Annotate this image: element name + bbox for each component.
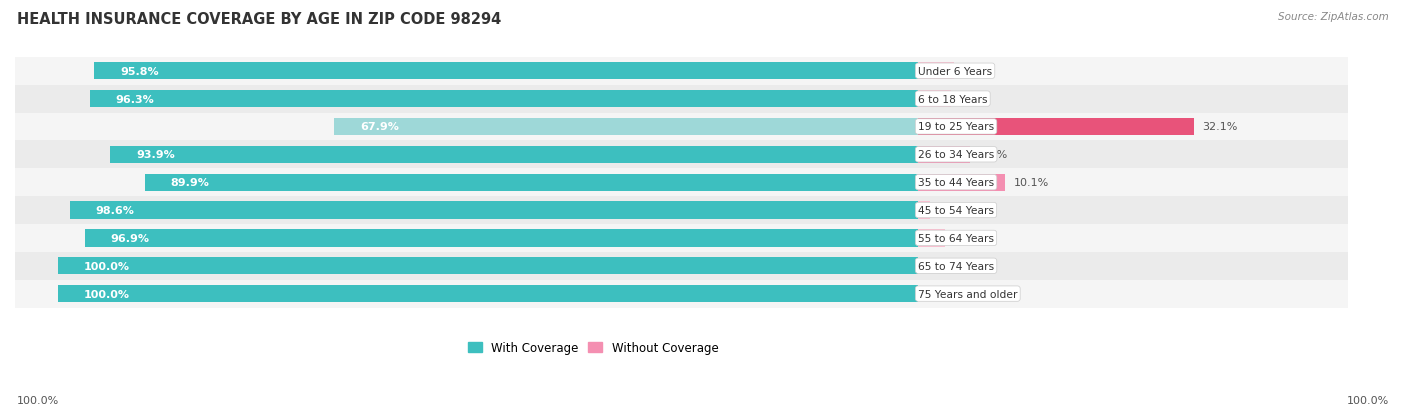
Text: 45 to 54 Years: 45 to 54 Years [918,206,994,216]
Bar [918,146,970,164]
Bar [918,202,929,219]
Text: 93.9%: 93.9% [136,150,174,160]
Text: 35 to 44 Years: 35 to 44 Years [918,178,994,188]
Bar [335,119,918,136]
Text: 65 to 74 Years: 65 to 74 Years [918,261,994,271]
Bar [918,174,1005,191]
Text: 3.1%: 3.1% [953,233,981,243]
Legend: With Coverage, Without Coverage: With Coverage, Without Coverage [463,337,723,359]
Bar [58,257,918,275]
Bar [0,197,1348,224]
Text: Source: ZipAtlas.com: Source: ZipAtlas.com [1278,12,1389,22]
Bar [0,169,1348,197]
Text: 55 to 64 Years: 55 to 64 Years [918,233,994,243]
Bar [84,230,918,247]
Text: 75 Years and older: 75 Years and older [918,289,1018,299]
Text: 3.8%: 3.8% [959,94,987,104]
Text: Under 6 Years: Under 6 Years [918,66,993,76]
Bar [0,113,1348,141]
Bar [918,119,1194,136]
Text: 100.0%: 100.0% [1347,395,1389,405]
Bar [90,91,918,108]
Bar [0,85,1348,113]
Text: 96.9%: 96.9% [111,233,149,243]
Text: 98.6%: 98.6% [96,206,135,216]
Bar [111,146,918,164]
Bar [0,280,1348,308]
Bar [145,174,918,191]
Bar [0,141,1348,169]
Text: 32.1%: 32.1% [1202,122,1239,132]
Text: 26 to 34 Years: 26 to 34 Years [918,150,994,160]
Text: 1.4%: 1.4% [939,206,967,216]
Text: 0.0%: 0.0% [927,261,955,271]
Text: HEALTH INSURANCE COVERAGE BY AGE IN ZIP CODE 98294: HEALTH INSURANCE COVERAGE BY AGE IN ZIP … [17,12,501,27]
Text: 6.1%: 6.1% [979,150,1007,160]
Text: 0.0%: 0.0% [927,289,955,299]
Text: 95.8%: 95.8% [120,66,159,76]
Text: 96.3%: 96.3% [115,94,155,104]
Bar [918,230,945,247]
Bar [0,58,1348,85]
Bar [918,63,955,80]
Text: 67.9%: 67.9% [360,122,399,132]
Bar [918,91,950,108]
Bar [70,202,918,219]
Bar [0,224,1348,252]
Bar [58,285,918,302]
Text: 100.0%: 100.0% [84,289,129,299]
Text: 4.2%: 4.2% [963,66,991,76]
Text: 100.0%: 100.0% [84,261,129,271]
Text: 100.0%: 100.0% [17,395,59,405]
Text: 19 to 25 Years: 19 to 25 Years [918,122,994,132]
Text: 89.9%: 89.9% [170,178,209,188]
Text: 6 to 18 Years: 6 to 18 Years [918,94,987,104]
Bar [94,63,918,80]
Bar [0,252,1348,280]
Text: 10.1%: 10.1% [1014,178,1049,188]
